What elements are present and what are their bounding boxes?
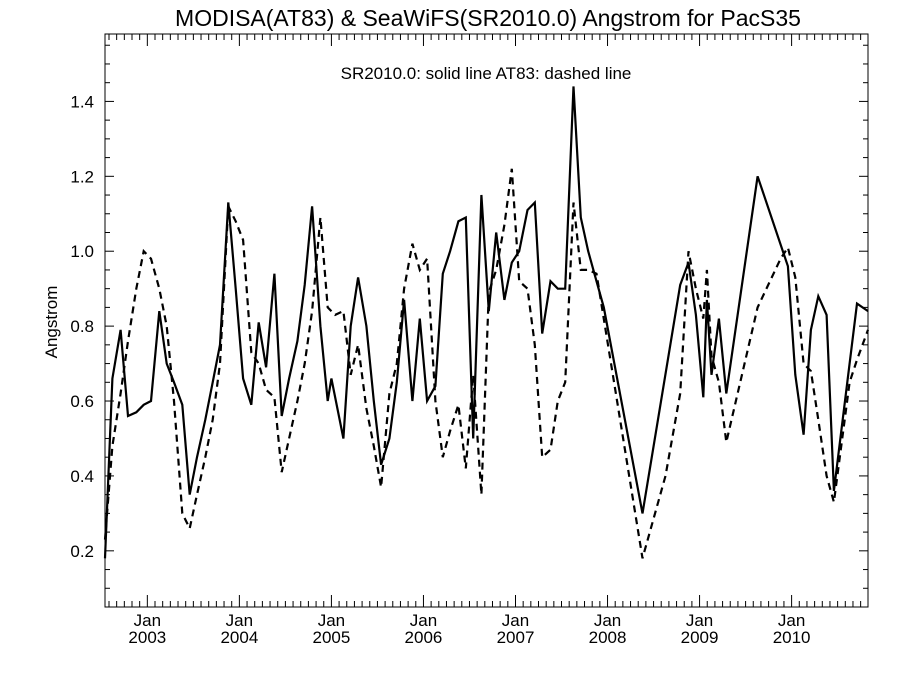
x-tick-year-label: 2010	[773, 628, 811, 647]
y-tick-label: 1.4	[70, 92, 94, 111]
series-layer	[103, 86, 870, 559]
x-tick-year-label: 2009	[681, 628, 719, 647]
x-tick-year-label: 2006	[405, 628, 443, 647]
y-tick-label: 0.4	[70, 467, 94, 486]
y-tick-label: 0.8	[70, 317, 94, 336]
x-tick-year-label: 2008	[589, 628, 627, 647]
y-tick-label: 1.2	[70, 167, 94, 186]
series-line-sr2010-solid	[103, 86, 869, 559]
x-tick-month-label: Jan	[686, 611, 713, 630]
x-tick-month-label: Jan	[318, 611, 345, 630]
y-axis-ticks: 0.2 0.4 0.6 0.8 1.0 1.2 1.4	[70, 44, 868, 589]
x-tick-month-label: Jan	[778, 611, 805, 630]
x-tick-month-label: Jan	[502, 611, 529, 630]
x-axis-ticks: Jan2003Jan2004Jan2005Jan2006Jan2007Jan20…	[108, 34, 862, 647]
line-style-legend-note: SR2010.0: solid line AT83: dashed line	[341, 64, 632, 83]
x-tick-month-label: Jan	[594, 611, 621, 630]
x-tick-year-label: 2005	[313, 628, 351, 647]
series-line-at83-dashed	[103, 168, 870, 559]
x-tick-month-label: Jan	[226, 611, 253, 630]
x-tick-year-label: 2003	[128, 628, 166, 647]
y-axis-label: Angstrom	[42, 286, 61, 359]
y-tick-label: 0.2	[70, 542, 94, 561]
x-tick-month-label: Jan	[410, 611, 437, 630]
y-tick-label: 1.0	[70, 242, 94, 261]
plot-frame	[104, 33, 869, 608]
plot-border	[104, 33, 869, 608]
x-tick-month-label: Jan	[134, 611, 161, 630]
x-tick-year-label: 2007	[497, 628, 535, 647]
x-tick-year-label: 2004	[220, 628, 258, 647]
chart-title: MODISA(AT83) & SeaWiFS(SR2010.0) Angstro…	[175, 5, 801, 31]
y-tick-label: 0.6	[70, 392, 94, 411]
